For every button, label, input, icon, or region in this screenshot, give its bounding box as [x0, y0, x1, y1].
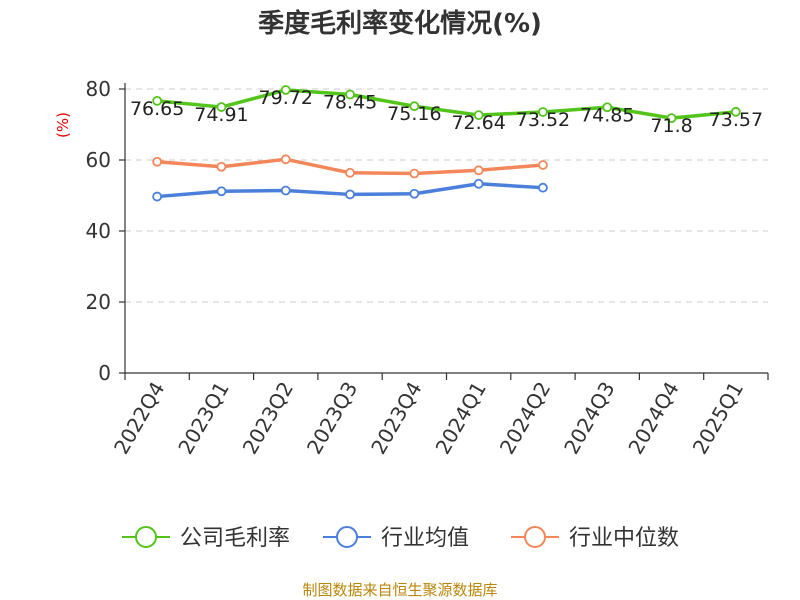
series-1-point-2023Q4	[409, 188, 420, 199]
series-0-point-2024Q4	[666, 113, 677, 124]
data-label-2024Q1: 72.64	[451, 112, 505, 134]
chart-title: 季度毛利率变化情况(%)	[258, 8, 542, 39]
series-line-0	[156, 88, 737, 120]
y-tick-label-20: 20	[86, 290, 111, 314]
y-tick-label-60: 60	[86, 148, 111, 172]
series-1-point-2022Q4	[152, 191, 163, 202]
series-layer	[152, 85, 741, 202]
series-0-point-2023Q2	[280, 85, 291, 95]
series-1-point-2024Q2	[538, 182, 548, 193]
source-note: 制图数据来自恒生聚源数据库	[302, 581, 497, 599]
data-label-2024Q4: 71.8	[650, 115, 692, 137]
series-2-point-2022Q4	[152, 156, 163, 167]
legend-marker-1	[336, 526, 358, 548]
grid	[125, 88, 768, 303]
series-1-point-2023Q1	[216, 186, 227, 197]
y-axis-unit: (%)	[54, 112, 72, 138]
series-2-point-2023Q2	[280, 154, 291, 165]
x-tick-label-2022Q4: 2022Q4	[109, 378, 169, 459]
series-2-point-2023Q1	[216, 161, 227, 172]
series-2-point-2024Q2	[538, 160, 548, 170]
x-tick-label-2023Q2: 2023Q2	[238, 378, 298, 459]
legend-label-1: 行业均值	[381, 526, 469, 551]
series-1-point-2023Q3	[345, 189, 355, 200]
x-tick-label-2024Q2: 2024Q2	[495, 378, 555, 459]
series-1-point-2024Q1	[473, 178, 484, 189]
legend-label-2: 行业中位数	[569, 526, 679, 551]
x-tick-label-2024Q1: 2024Q1	[431, 378, 491, 459]
x-tick-label-2023Q4: 2023Q4	[366, 378, 426, 459]
legend: 公司毛利率 行业均值 行业中位数	[122, 526, 679, 551]
legend-label-0: 公司毛利率	[180, 526, 290, 551]
data-label-2023Q4: 75.16	[387, 103, 441, 125]
series-0-point-2023Q4	[409, 101, 420, 112]
x-tick-label-2024Q4: 2024Q4	[623, 378, 683, 459]
data-label-2024Q3: 74.85	[580, 104, 634, 126]
data-label-2025Q1: 73.57	[709, 109, 763, 131]
x-tick-label-2023Q1: 2023Q1	[173, 378, 233, 459]
series-0-point-2025Q1	[730, 106, 741, 117]
y-tick-label-80: 80	[86, 77, 111, 101]
x-tick-label-2023Q3: 2023Q3	[302, 378, 362, 459]
series-2-point-2024Q1	[473, 165, 484, 176]
x-tick-label-2024Q3: 2024Q3	[559, 378, 619, 459]
series-0-point-2023Q1	[216, 102, 227, 112]
data-labels: 76.65 74.91 79.72 78.45 75.16 72.64 73.52 74.85…	[130, 87, 763, 137]
series-0-point-2024Q1	[473, 110, 484, 121]
data-label-2024Q2: 73.52	[516, 109, 570, 131]
legend-marker-0	[135, 526, 157, 548]
series-2-point-2023Q4	[409, 168, 420, 179]
data-label-2023Q3: 78.45	[323, 92, 377, 114]
data-label-2023Q1: 74.91	[194, 104, 248, 126]
data-label-2023Q2: 79.72	[259, 87, 313, 109]
series-2-point-2023Q3	[345, 167, 355, 178]
series-0-point-2022Q4	[152, 95, 163, 106]
series-0-point-2024Q2	[538, 107, 548, 117]
series-0-point-2024Q3	[602, 102, 613, 113]
legend-marker-2	[524, 526, 546, 548]
data-label-2022Q4: 76.65	[130, 98, 184, 120]
series-1-point-2023Q2	[280, 185, 291, 196]
x-tick-label-2025Q1: 2025Q1	[688, 378, 748, 459]
y-tick-label-0: 0	[98, 361, 111, 385]
y-tick-label-40: 40	[86, 219, 111, 243]
series-0-point-2023Q3	[345, 89, 355, 100]
